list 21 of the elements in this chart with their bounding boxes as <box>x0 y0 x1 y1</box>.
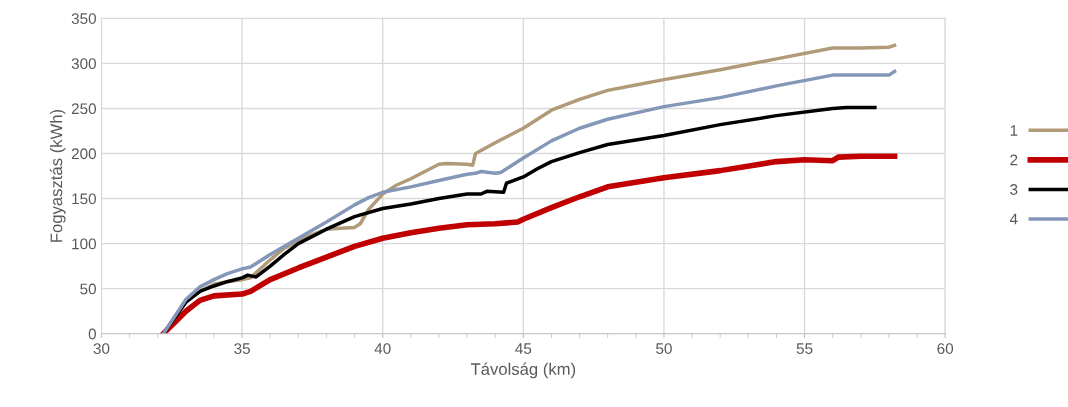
x-tick-label: 30 <box>93 343 110 354</box>
y-tick-label: 50 <box>80 283 96 295</box>
x-tick-label: 50 <box>656 343 672 354</box>
x-axis-title: Távolság (km) <box>470 362 576 379</box>
y-tick-label: 100 <box>72 238 96 250</box>
legend-label: 1 <box>1010 125 1018 136</box>
legend-label: 3 <box>1010 184 1018 195</box>
y-tick-label: 350 <box>71 13 96 24</box>
y-tick-label: 200 <box>71 148 96 160</box>
y-tick-label: 300 <box>71 58 96 70</box>
x-tick-label: 55 <box>796 343 813 354</box>
y-axis-title: Fogyasztás (kWh) <box>49 109 66 242</box>
legend-label: 2 <box>1010 154 1018 166</box>
x-tick-label: 60 <box>937 343 954 354</box>
y-tick-label: 150 <box>72 193 96 205</box>
x-tick-label: 35 <box>234 343 250 354</box>
y-tick-label: 0 <box>88 328 96 340</box>
x-tick-label: 40 <box>374 343 391 354</box>
y-tick-label: 250 <box>71 103 96 115</box>
legend-label: 4 <box>1009 213 1018 225</box>
x-tick-label: 45 <box>515 343 532 354</box>
